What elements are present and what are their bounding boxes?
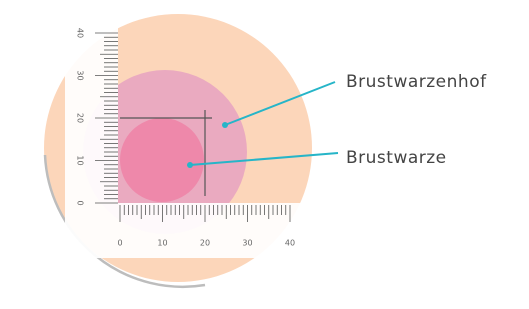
- nipple: [120, 118, 204, 202]
- page: Brustwarzenhof Brustwarze 0 10 20 30 40 0 10 20…: [0, 0, 529, 309]
- diagram: Brustwarzenhof Brustwarze 0 10 20 30 40 0 10 20…: [0, 0, 529, 309]
- tick-label: 40: [76, 28, 85, 38]
- tick-label: 0: [117, 239, 122, 248]
- tick-label: 10: [157, 239, 167, 248]
- label: Brustwarzenhof: [346, 72, 487, 92]
- tick-label: 40: [285, 239, 295, 248]
- ruler-vertical: [65, 15, 118, 258]
- tick-label: 30: [76, 70, 85, 80]
- label: Brustwarze: [346, 148, 447, 168]
- tick-label: 20: [76, 113, 85, 123]
- pointer-dot: [222, 122, 228, 128]
- tick-label: 30: [242, 239, 252, 248]
- tick-label: 10: [76, 155, 85, 165]
- pointer-dot: [187, 162, 193, 168]
- tick-label: 20: [200, 239, 210, 248]
- tick-label: 0: [76, 200, 85, 205]
